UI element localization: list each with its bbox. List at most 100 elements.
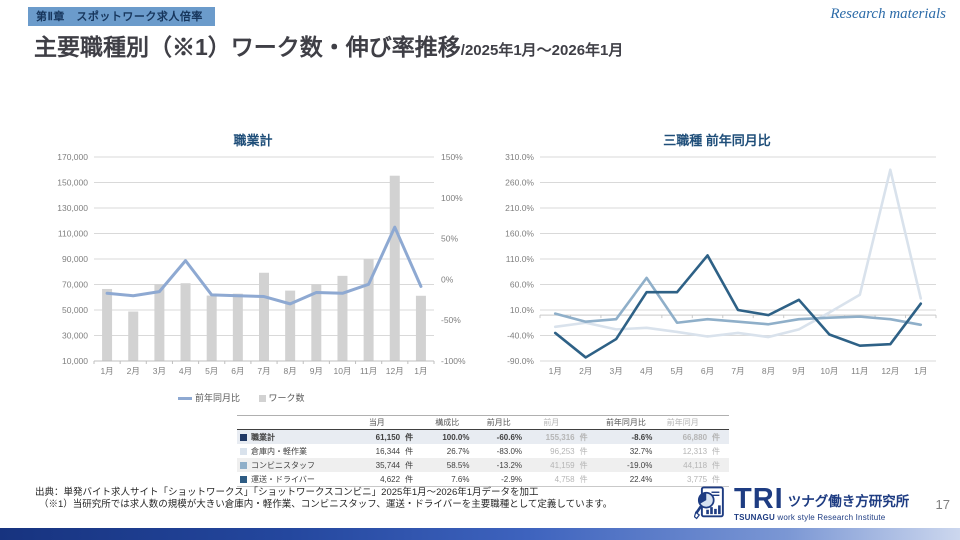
cell: 件	[712, 446, 721, 456]
svg-text:5月: 5月	[205, 366, 218, 376]
svg-text:30,000: 30,000	[62, 331, 88, 341]
table-row: 倉庫内・軽作業 16,344 件 26.7% -83.0% 96,253 件 32.7% 12,…	[237, 444, 729, 458]
page-title-main: 主要職種別（※1）ワーク数・伸び率推移	[34, 34, 461, 60]
cell: 4,758	[554, 474, 575, 484]
svg-text:8月: 8月	[762, 366, 775, 376]
source-line: 出典：単発バイト求人サイト「ショットワークス」「ショットワークスコンビニ」202…	[35, 487, 539, 498]
column-header	[237, 416, 351, 430]
svg-text:4月: 4月	[640, 366, 653, 376]
page-title-period: /2025年1月～2026年1月	[460, 42, 624, 59]
tri-logo-icon	[694, 486, 724, 520]
column-header: 前月	[543, 418, 560, 427]
cell: -83.0%	[496, 446, 523, 456]
cell: 件	[405, 432, 414, 442]
cell: 155,316	[545, 432, 575, 442]
chapter-badge: 第Ⅱ章 スポットワーク求人倍率	[28, 7, 215, 26]
svg-text:1月: 1月	[100, 366, 113, 376]
bottom-accent-bar	[0, 528, 960, 540]
page-number: 17	[935, 497, 950, 512]
svg-text:9月: 9月	[310, 366, 323, 376]
svg-text:-50%: -50%	[441, 315, 461, 325]
svg-text:5月: 5月	[670, 366, 683, 376]
cell: 件	[579, 432, 588, 442]
row-label: コンビニスタッフ	[237, 458, 351, 472]
three-jobs-line-chart: 310.0% 260.0% 210.0% 160.0% 110.0% 60.0% 10.0%…	[505, 152, 937, 376]
summary-table-wrap: 当月 構成比 前月比 前月 前年同月比 前年同月 職業計 61,150 件 100.0% -60.6…	[237, 415, 729, 487]
cell: 100.0%	[442, 432, 470, 442]
tri-name-en: TSUNAGU work style Research Institute	[734, 512, 886, 522]
svg-text:6月: 6月	[701, 366, 714, 376]
column-header	[578, 416, 597, 430]
svg-text:3月: 3月	[153, 366, 166, 376]
source-notes: 出典：単発バイト求人サイト「ショットワークス」「ショットワークスコンビニ」202…	[35, 487, 612, 512]
bar-swatch	[258, 395, 266, 403]
cell: 件	[405, 446, 414, 456]
row-label: 倉庫内・軽作業	[237, 444, 351, 458]
column-header: 前年同月比	[605, 418, 646, 427]
series-swatch	[240, 433, 247, 441]
svg-text:110.0%: 110.0%	[506, 254, 535, 264]
row-label: 運送・ドライバー	[237, 472, 351, 487]
cell: 件	[405, 460, 414, 470]
svg-text:10.0%: 10.0%	[510, 305, 535, 315]
svg-text:3月: 3月	[610, 366, 623, 376]
total-works-chart-title: 職業計	[233, 133, 273, 148]
cell: 件	[579, 460, 588, 470]
series-line	[553, 168, 923, 339]
legend-item-yoy: 前年同月比	[178, 393, 240, 403]
svg-text:7月: 7月	[257, 366, 270, 376]
cell: 12,313	[682, 446, 708, 456]
svg-text:10月: 10月	[333, 366, 351, 376]
chart-legend: 前年同月比 ワーク数	[28, 391, 478, 404]
column-header: 前年同月	[666, 418, 699, 427]
cell: 58.5%	[446, 460, 470, 470]
three-jobs-chart-block: 三職種 前年同月比 310.0% 260.0% 210.0% 160.0% 110.0%…	[486, 130, 948, 391]
column-header: 当月	[368, 418, 385, 427]
svg-text:170,000: 170,000	[57, 152, 88, 162]
cell: 件	[712, 460, 721, 470]
svg-text:8月: 8月	[284, 366, 297, 376]
cell: 3,775	[687, 474, 708, 484]
svg-text:4月: 4月	[179, 366, 192, 376]
total-works-chart-block: 職業計 170,000 150,000 130,000 110,000 90,000 70…	[28, 130, 478, 404]
svg-text:-40.0%: -40.0%	[507, 331, 534, 341]
cell: 26.7%	[446, 446, 470, 456]
table-row: コンビニスタッフ 35,744 件 58.5% -13.2% 41,159 件 -19.0% 4…	[237, 458, 729, 472]
cell: 44,118	[683, 460, 708, 470]
cell: -2.9%	[501, 474, 523, 484]
svg-text:-100%: -100%	[441, 356, 466, 366]
cell: 件	[712, 432, 721, 442]
svg-text:160.0%: 160.0%	[505, 229, 534, 239]
cell: -8.6%	[631, 432, 653, 442]
table-row: 運送・ドライバー 4,622 件 7.6% -2.9% 4,758 件 22.4% 3,775 件	[237, 472, 729, 487]
svg-text:11月: 11月	[851, 366, 868, 376]
cell: 22.4%	[629, 474, 653, 484]
cell: -13.2%	[496, 460, 523, 470]
svg-text:310.0%: 310.0%	[505, 152, 534, 162]
works-bars	[102, 175, 426, 361]
column-header	[710, 416, 729, 430]
cell: 96,253	[550, 446, 575, 456]
tri-wordmark: TRI	[734, 483, 784, 516]
cell: 16,344	[375, 446, 401, 456]
svg-text:1月: 1月	[414, 366, 427, 376]
svg-text:11月: 11月	[360, 366, 377, 376]
svg-text:2月: 2月	[579, 366, 592, 376]
svg-text:10,000: 10,000	[62, 356, 88, 366]
column-header: 構成比	[435, 418, 460, 427]
cell: 件	[579, 446, 588, 456]
cell: 32.7%	[629, 446, 653, 456]
svg-text:110,000: 110,000	[58, 229, 88, 239]
total-works-combo-chart: 170,000 150,000 130,000 110,000 90,000 70,000…	[57, 152, 466, 376]
page-title: 主要職種別（※1）ワーク数・伸び率推移/2025年1月～2026年1月	[34, 28, 623, 62]
svg-text:210.0%: 210.0%	[505, 203, 534, 213]
definition-note: （※1）当研究所では求人数の規模が大きい倉庫内・軽作業、コンビニスタッフ、運送・…	[39, 499, 613, 511]
cell: 件	[405, 474, 414, 484]
svg-text:90,000: 90,000	[62, 254, 88, 264]
series-line	[553, 254, 923, 359]
svg-text:150%: 150%	[441, 152, 463, 162]
svg-text:260.0%: 260.0%	[505, 178, 534, 188]
cell: 7.6%	[451, 474, 470, 484]
svg-text:12月: 12月	[881, 366, 899, 376]
svg-text:100%: 100%	[441, 193, 463, 203]
